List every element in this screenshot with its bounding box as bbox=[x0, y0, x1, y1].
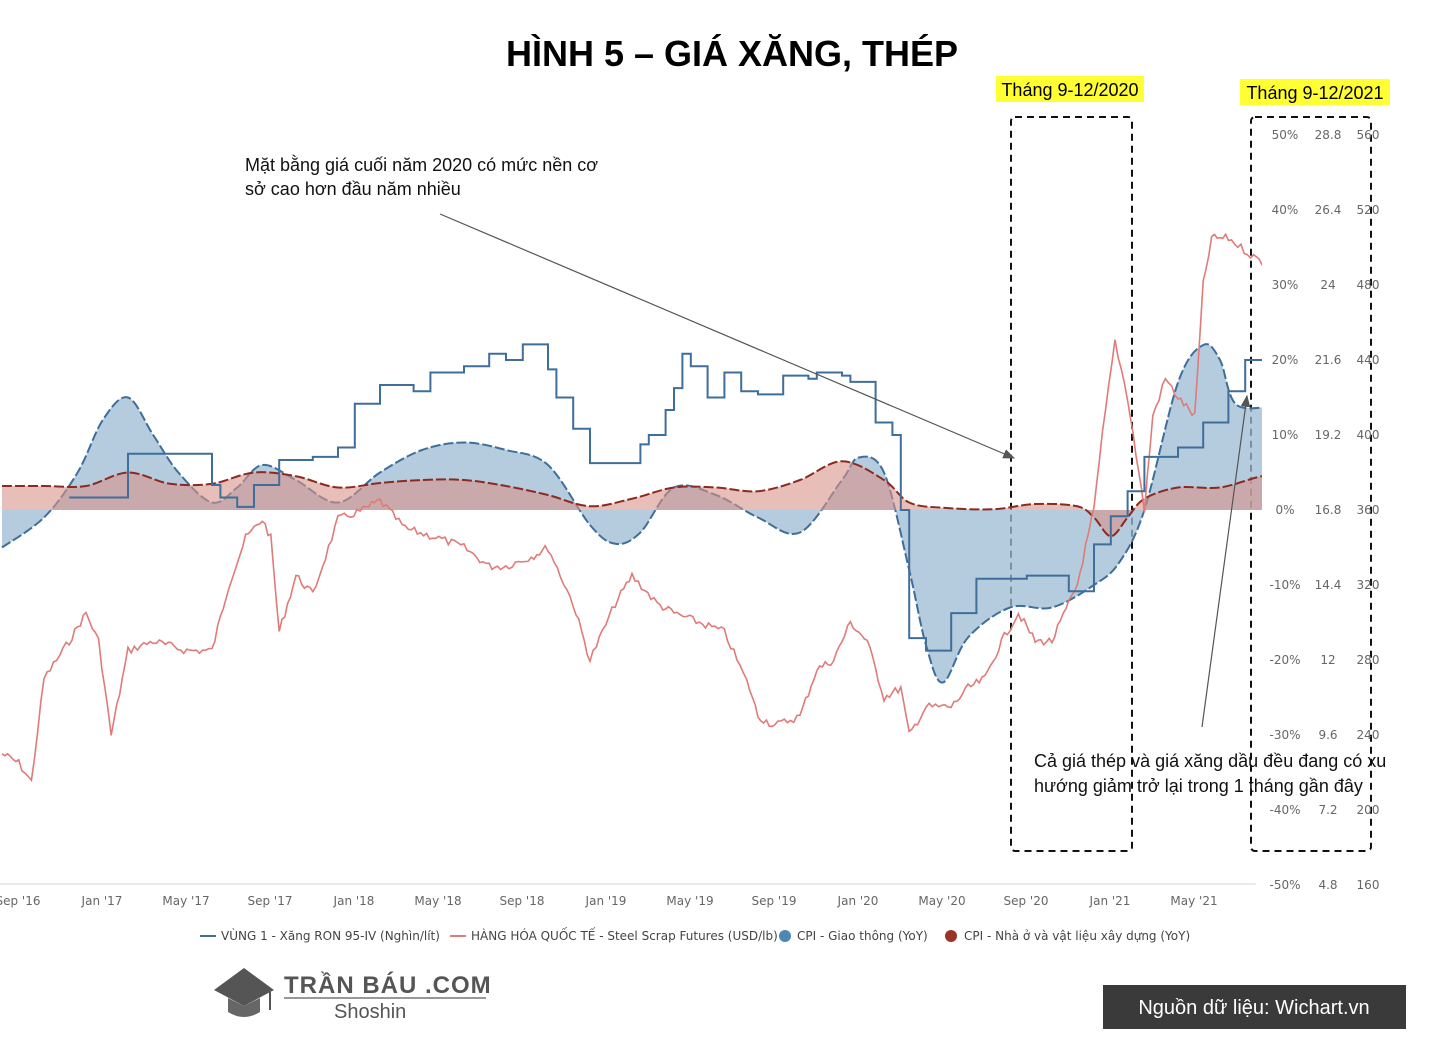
x-tick-label: Sep '17 bbox=[248, 894, 293, 908]
annotation-top-line-1: Mặt bằng giá cuối năm 2020 có mức nền cơ bbox=[245, 154, 598, 175]
line-cpi-transport bbox=[1, 343, 1262, 684]
source-text: Nguồn dữ liệu: Wichart.vn bbox=[1138, 997, 1369, 1019]
x-tick-label: May '21 bbox=[1170, 894, 1217, 908]
brand-logo: TRẦN BÁU .COM Shoshin bbox=[214, 968, 492, 1023]
y-tick-label-steel: 160 bbox=[1357, 878, 1380, 892]
y-tick-label-fuel: 21.6 bbox=[1315, 353, 1342, 367]
y-tick-label-steel: 240 bbox=[1357, 728, 1380, 742]
y-tick-label-percent: -30% bbox=[1269, 728, 1300, 742]
x-tick-label: Sep '18 bbox=[500, 894, 545, 908]
x-tick-label: Jan '18 bbox=[333, 894, 375, 908]
y-tick-label-fuel: 14.4 bbox=[1315, 578, 1342, 592]
y-tick-label-fuel: 16.8 bbox=[1315, 503, 1342, 517]
annotation-bottom-line-1: Cả giá thép và giá xăng dầu đều đang có … bbox=[1034, 751, 1386, 771]
legend-label-cpi-transport: CPI - Giao thông (YoY) bbox=[797, 929, 928, 943]
y-tick-label-fuel: 12 bbox=[1320, 653, 1335, 667]
logo-main-text: TRẦN BÁU .COM bbox=[284, 971, 492, 999]
period-highlight-2020 bbox=[996, 76, 1144, 102]
y-tick-label-fuel: 26.4 bbox=[1315, 203, 1342, 217]
source-badge bbox=[1103, 985, 1406, 1029]
x-tick-label: May '18 bbox=[414, 894, 461, 908]
x-tick-label: Jan '19 bbox=[585, 894, 627, 908]
line-fuel-price bbox=[69, 343, 1262, 652]
annotation-bottom-line-2: hướng giảm trở lại trong 1 tháng gần đây bbox=[1034, 776, 1363, 796]
y-tick-label-steel: 320 bbox=[1357, 578, 1380, 592]
x-tick-label: Sep '20 bbox=[1004, 894, 1049, 908]
y-tick-label-fuel: 4.8 bbox=[1318, 878, 1337, 892]
y-tick-label-steel: 400 bbox=[1357, 428, 1380, 442]
annotation-top-line-2: sở cao hơn đầu năm nhiều bbox=[245, 179, 461, 199]
y-tick-label-fuel: 7.2 bbox=[1318, 803, 1337, 817]
y-tick-label-percent: 40% bbox=[1272, 203, 1299, 217]
line-cpi-housing bbox=[2, 460, 1262, 538]
x-tick-label: May '20 bbox=[918, 894, 965, 908]
y-tick-label-percent: -20% bbox=[1269, 653, 1300, 667]
x-tick-label: Jan '17 bbox=[81, 894, 123, 908]
annotation-bottom-arrow bbox=[1201, 394, 1251, 728]
legend-label-fuel: VÙNG 1 - Xăng RON 95-IV (Nghìn/lít) bbox=[221, 928, 440, 943]
period-highlight-2021 bbox=[1240, 79, 1390, 105]
legend-swatch-cpi-transport bbox=[779, 930, 791, 942]
y-tick-label-steel: 560 bbox=[1357, 128, 1380, 142]
y-tick-label-percent: 20% bbox=[1272, 353, 1299, 367]
y-tick-label-fuel: 24 bbox=[1320, 278, 1335, 292]
graduation-cap-icon bbox=[214, 968, 274, 1006]
y-tick-label-steel: 440 bbox=[1357, 353, 1380, 367]
legend: VÙNG 1 - Xăng RON 95-IV (Nghìn/lít) HÀNG… bbox=[200, 927, 1190, 943]
x-tick-label: Sep '19 bbox=[752, 894, 797, 908]
legend-label-steel: HÀNG HÓA QUỐC TẾ - Steel Scrap Futures (… bbox=[471, 927, 778, 943]
y-tick-label-steel: 480 bbox=[1357, 278, 1380, 292]
y-tick-label-percent: 0% bbox=[1275, 503, 1294, 517]
y-tick-label-steel: 200 bbox=[1357, 803, 1380, 817]
area-cpi-transport bbox=[2, 344, 1262, 683]
legend-swatch-cpi-housing bbox=[945, 930, 957, 942]
annotation-top-arrow bbox=[439, 213, 1016, 459]
x-axis: Sep '16 Jan '17 May '17 Sep '17 Jan '18 May '… bbox=[0, 894, 1218, 908]
y-tick-label-percent: -50% bbox=[1269, 878, 1300, 892]
y-tick-label-percent: 10% bbox=[1272, 428, 1299, 442]
legend-label-cpi-housing: CPI - Nhà ở và vật liệu xây dựng (YoY) bbox=[964, 929, 1190, 943]
x-tick-label: Jan '21 bbox=[1089, 894, 1131, 908]
period-box-2020 bbox=[1010, 116, 1133, 852]
y-tick-label-fuel: 9.6 bbox=[1318, 728, 1337, 742]
x-tick-label: Jan '20 bbox=[837, 894, 879, 908]
period-label-2021: Tháng 9-12/2021 bbox=[1246, 83, 1383, 103]
chart-title: HÌNH 5 – GIÁ XĂNG, THÉP bbox=[506, 33, 958, 74]
y-axes: 50% 40% 30% 20% 10% 0% -10% -20% -30% -40% -50% 28.… bbox=[1269, 128, 1379, 892]
x-tick-label: Sep '16 bbox=[0, 894, 41, 908]
logo-sub-text: Shoshin bbox=[334, 1001, 406, 1023]
y-tick-label-percent: -10% bbox=[1269, 578, 1300, 592]
x-tick-label: May '17 bbox=[162, 894, 209, 908]
y-tick-label-fuel: 28.8 bbox=[1315, 128, 1342, 142]
y-tick-label-fuel: 19.2 bbox=[1315, 428, 1342, 442]
y-tick-label-percent: 30% bbox=[1272, 278, 1299, 292]
y-tick-label-steel: 520 bbox=[1357, 203, 1380, 217]
x-tick-label: May '19 bbox=[666, 894, 713, 908]
plot-area bbox=[1, 232, 1262, 783]
y-tick-label-steel: 280 bbox=[1357, 653, 1380, 667]
period-box-2021 bbox=[1250, 116, 1372, 852]
y-tick-label-steel: 360 bbox=[1357, 503, 1380, 517]
y-tick-label-percent: 50% bbox=[1272, 128, 1299, 142]
period-label-2020: Tháng 9-12/2020 bbox=[1001, 80, 1138, 100]
line-steel-scrap bbox=[1, 232, 1262, 783]
y-tick-label-percent: -40% bbox=[1269, 803, 1300, 817]
